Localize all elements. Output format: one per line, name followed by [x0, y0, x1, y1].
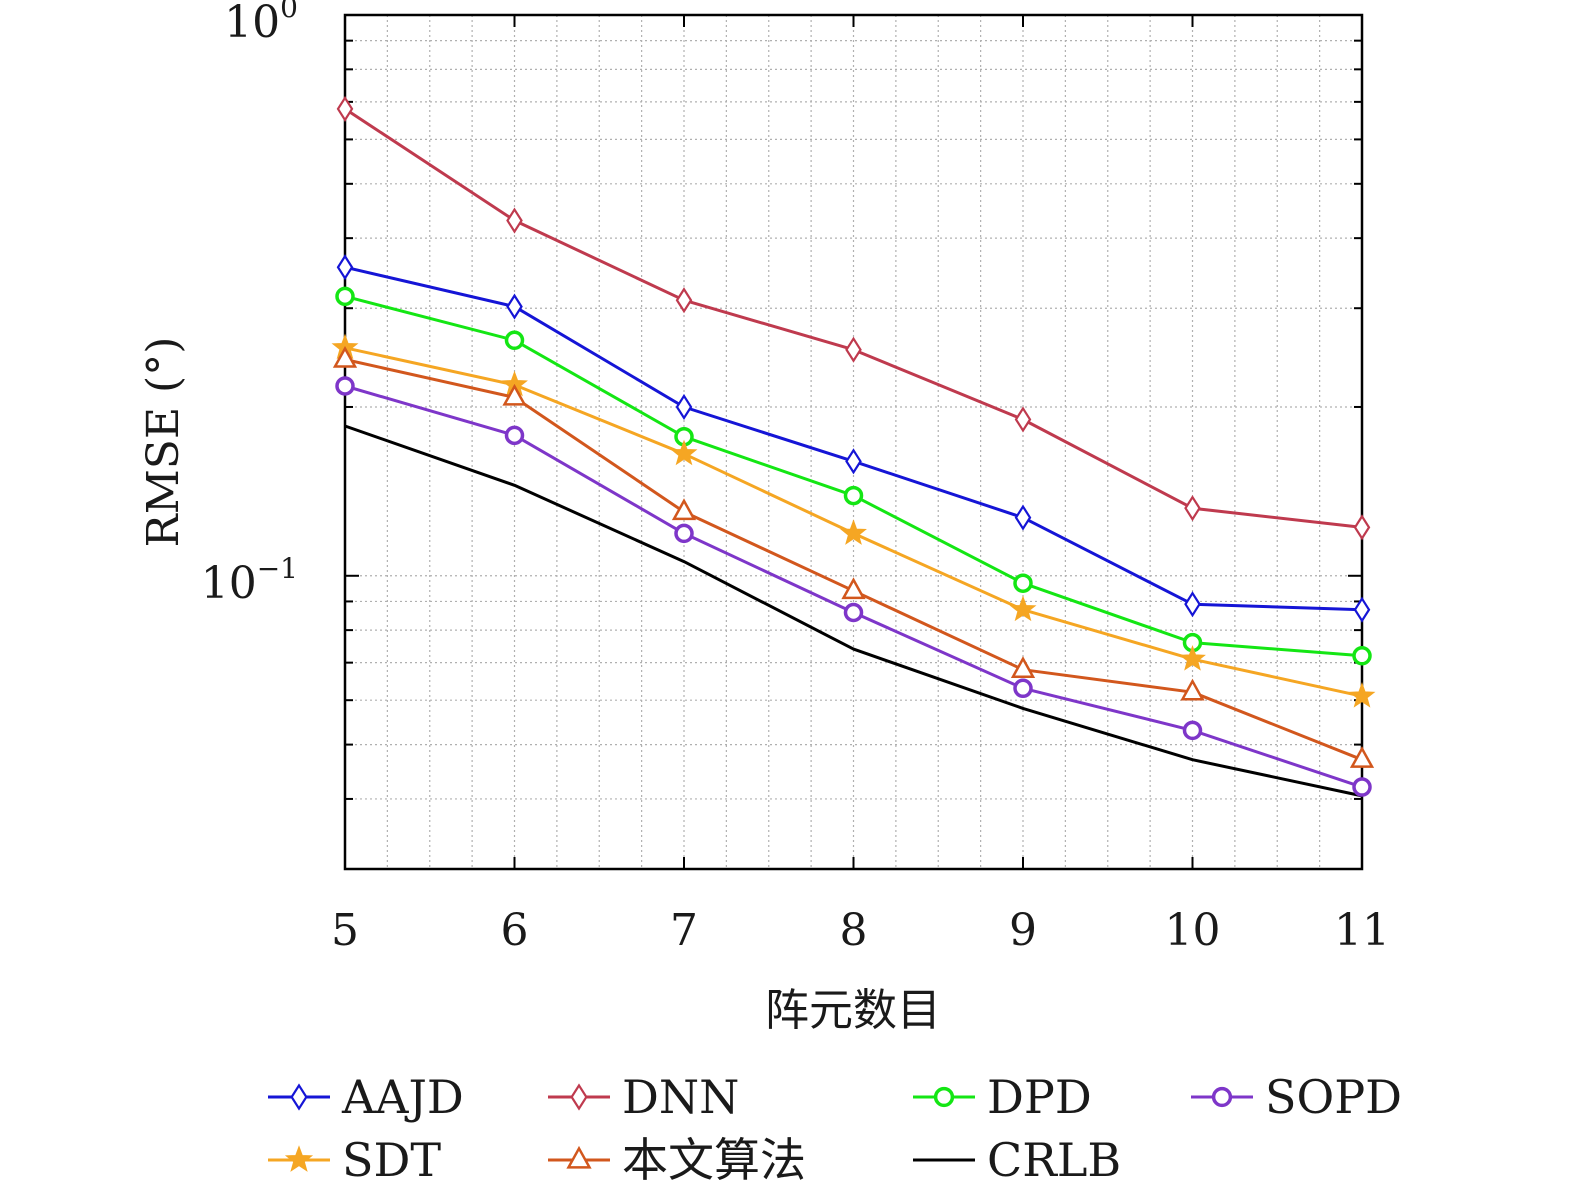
data-point-circle [843, 602, 864, 623]
legend-label: SDT [342, 1133, 441, 1187]
x-tick-label: 11 [1334, 905, 1390, 956]
data-point-circle [504, 425, 525, 446]
data-point-triangle [841, 577, 866, 600]
series-本文算法 [332, 345, 1375, 768]
legend-item: SOPD [1191, 1070, 1402, 1124]
x-tick-label: 10 [1165, 905, 1221, 956]
axis-ticks [344, 14, 1363, 870]
x-axis-label: 阵元数目 [765, 985, 941, 1036]
grid [345, 15, 1362, 869]
legend-label: 本文算法 [622, 1133, 806, 1187]
data-point-star [284, 1145, 314, 1172]
data-point-diamond [290, 1083, 308, 1111]
legend-item: AAJD [268, 1070, 464, 1124]
data-point-circle [335, 376, 355, 396]
series-line [344, 424, 1363, 798]
legend-label: DNN [622, 1070, 739, 1124]
data-point-circle [843, 485, 864, 506]
y-tick-labels: 100 10−1 [201, 0, 298, 609]
legend-item: 本文算法 [548, 1133, 806, 1187]
data-point-star [1348, 682, 1376, 708]
series-line [344, 265, 1363, 612]
legend-label: CRLB [987, 1133, 1121, 1187]
series-CRLB [344, 424, 1363, 798]
y-tick-label: 10−1 [201, 552, 298, 609]
data-point-star [1009, 595, 1037, 622]
data-point-triangle [1180, 678, 1205, 701]
data-point-diamond [675, 393, 693, 421]
data-point-triangle [502, 383, 527, 406]
data-point-diamond [506, 293, 523, 320]
data-point-triangle [671, 498, 697, 521]
data-point-triangle [1349, 746, 1375, 768]
data-point-star [670, 439, 698, 466]
data-point-triangle [1010, 656, 1036, 678]
legend-item: DPD [913, 1070, 1092, 1124]
series-SOPD [335, 376, 1372, 797]
data-point-diamond [336, 95, 354, 122]
data-point-diamond [506, 207, 523, 234]
data-point-diamond [1014, 504, 1032, 531]
data-point-diamond [845, 336, 862, 363]
legend-item: SDT [268, 1133, 441, 1187]
data-point-circle [1352, 646, 1372, 666]
series-AAJD [336, 254, 1371, 623]
legend-item: DNN [548, 1070, 739, 1124]
data-point-star [1179, 645, 1206, 671]
x-tick-labels: 5 6 7 8 9 10 11 [331, 905, 1390, 956]
x-tick-label: 6 [501, 905, 529, 956]
series-DNN [336, 95, 1371, 541]
data-point-circle [1352, 777, 1372, 797]
data-point-circle [1211, 1086, 1233, 1108]
series-group [331, 95, 1376, 798]
data-point-circle [1182, 720, 1203, 741]
data-point-circle [335, 286, 355, 307]
x-tick-label: 5 [331, 905, 359, 956]
data-point-circle [933, 1086, 955, 1108]
x-tick-label: 7 [670, 905, 698, 956]
data-point-triangle [566, 1145, 592, 1169]
data-point-circle [1013, 678, 1033, 699]
data-point-diamond [336, 254, 354, 281]
legend: AAJD DNN DPD SOPD SDT 本文算法 CRLB [268, 1070, 1402, 1187]
data-point-circle [674, 523, 694, 544]
y-tick-label: 100 [224, 0, 298, 48]
legend-item: CRLB [913, 1133, 1121, 1187]
data-point-diamond [845, 448, 862, 475]
data-point-star [840, 519, 867, 545]
legend-label: SOPD [1265, 1070, 1402, 1124]
data-point-diamond [570, 1083, 588, 1111]
data-point-diamond [1184, 495, 1201, 522]
series-DPD [335, 286, 1372, 666]
data-point-triangle [332, 345, 358, 368]
y-axis-label: RMSE (°) [138, 337, 189, 548]
data-point-diamond [1014, 406, 1032, 433]
data-point-diamond [1353, 596, 1371, 623]
data-point-diamond [675, 287, 693, 314]
data-point-diamond [1184, 591, 1201, 618]
legend-label: DPD [987, 1070, 1092, 1124]
data-point-circle [1013, 573, 1033, 593]
data-point-circle [504, 330, 525, 351]
x-tick-label: 9 [1009, 905, 1037, 956]
data-point-diamond [1353, 514, 1371, 541]
x-tick-label: 8 [840, 905, 868, 956]
series-line [344, 358, 1363, 762]
legend-label: AAJD [341, 1070, 464, 1124]
